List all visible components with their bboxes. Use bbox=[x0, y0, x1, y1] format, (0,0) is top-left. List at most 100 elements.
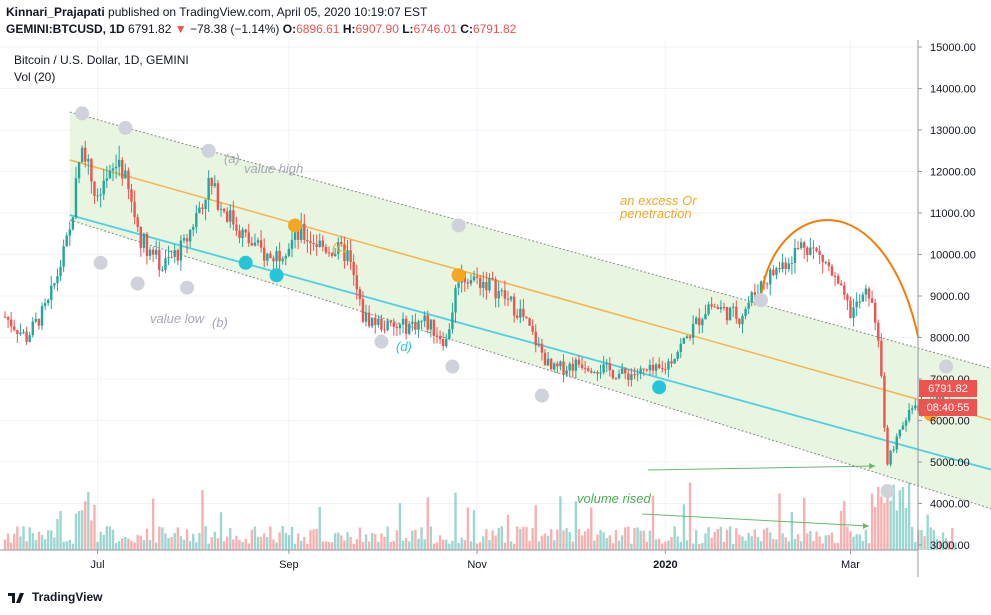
candle bbox=[509, 296, 513, 300]
candle bbox=[312, 242, 315, 245]
candle bbox=[664, 369, 667, 371]
volume-bar bbox=[898, 490, 902, 550]
support-touch-marker[interactable] bbox=[238, 255, 253, 270]
candle bbox=[574, 359, 578, 371]
touch-marker[interactable] bbox=[75, 106, 90, 121]
volume-bar bbox=[873, 507, 877, 550]
candle bbox=[136, 217, 139, 227]
touch-marker[interactable] bbox=[534, 388, 549, 403]
price-tick-label: 14000.00 bbox=[930, 84, 976, 96]
volume-bar bbox=[728, 526, 732, 550]
volume-bar bbox=[40, 535, 44, 550]
volume-bar bbox=[432, 543, 436, 550]
channel-upper-line[interactable] bbox=[69, 111, 991, 398]
volume-bar bbox=[266, 537, 269, 550]
touch-marker[interactable] bbox=[93, 255, 108, 270]
author-name[interactable]: Kinnari_Prajapati bbox=[6, 5, 105, 19]
touch-marker[interactable] bbox=[880, 484, 895, 499]
footer: TradingView bbox=[8, 590, 102, 604]
price-tick-label: 11000.00 bbox=[930, 208, 975, 220]
candle bbox=[164, 258, 167, 270]
candle bbox=[577, 359, 581, 365]
volume-bar bbox=[546, 535, 550, 550]
volume-bar bbox=[556, 529, 559, 550]
channel-lower-line[interactable] bbox=[69, 219, 991, 542]
volume-bar bbox=[43, 539, 47, 550]
symbol-label[interactable]: GEMINI:BTCUSD, 1D bbox=[6, 22, 125, 36]
touch-marker[interactable] bbox=[130, 276, 145, 291]
volume-bar bbox=[812, 540, 815, 550]
candle bbox=[593, 372, 596, 374]
touch-marker[interactable] bbox=[118, 120, 133, 135]
candle bbox=[90, 158, 93, 182]
mid-line-touch-marker[interactable] bbox=[288, 218, 303, 233]
brand-name[interactable]: TradingView bbox=[32, 590, 103, 604]
excess-arc[interactable] bbox=[760, 219, 920, 338]
countdown-tag bbox=[919, 399, 977, 416]
volume-bar bbox=[346, 532, 349, 550]
touch-marker[interactable] bbox=[201, 143, 216, 158]
candle bbox=[327, 252, 331, 254]
volume-bar bbox=[121, 538, 124, 550]
candle bbox=[867, 288, 871, 299]
volume-bar bbox=[479, 541, 482, 550]
touch-marker[interactable] bbox=[374, 334, 389, 349]
volume-bar bbox=[244, 538, 247, 550]
candle bbox=[250, 243, 254, 246]
touch-marker[interactable] bbox=[445, 359, 460, 374]
candle bbox=[682, 338, 686, 344]
candle bbox=[272, 258, 275, 262]
candle bbox=[611, 370, 615, 379]
volume-bar bbox=[167, 537, 170, 550]
mid-line-touch-marker[interactable] bbox=[451, 268, 466, 283]
price-tick-label: 13000.00 bbox=[930, 125, 976, 137]
candle bbox=[685, 336, 689, 339]
volume-bar bbox=[673, 526, 676, 550]
candle bbox=[488, 278, 491, 291]
volume-bar bbox=[176, 527, 179, 550]
candle bbox=[617, 373, 621, 379]
volume-bar bbox=[451, 540, 454, 550]
volume-bar bbox=[914, 542, 917, 550]
candle bbox=[87, 158, 90, 162]
candle bbox=[497, 290, 500, 299]
touch-marker[interactable] bbox=[939, 359, 954, 374]
candle bbox=[568, 363, 571, 371]
volume-bar bbox=[654, 539, 658, 550]
high-label: H: bbox=[342, 22, 356, 36]
candle bbox=[445, 338, 448, 347]
candle bbox=[803, 242, 806, 248]
candle bbox=[892, 449, 895, 451]
candle bbox=[472, 276, 476, 281]
high-value: 6907.90 bbox=[355, 22, 399, 36]
volume-bar bbox=[173, 533, 176, 550]
candle bbox=[479, 277, 482, 288]
price-chart[interactable]: Bitcoin / U.S. Dollar, 1D, GEMINI Vol (2… bbox=[0, 40, 991, 588]
candle bbox=[793, 247, 797, 264]
volume-bar bbox=[920, 530, 923, 550]
volume-bar bbox=[133, 542, 136, 550]
candle bbox=[414, 321, 417, 330]
volume-bar bbox=[630, 543, 633, 550]
candle bbox=[19, 332, 22, 335]
touch-marker[interactable] bbox=[754, 293, 768, 308]
candle bbox=[880, 340, 883, 376]
volume-bar bbox=[188, 541, 192, 550]
low-label: L: bbox=[402, 22, 414, 36]
tradingview-logo-icon[interactable] bbox=[8, 591, 26, 603]
time-axis[interactable]: JulSepNov2020MarMay bbox=[91, 550, 991, 571]
touch-marker[interactable] bbox=[451, 218, 466, 233]
candle bbox=[192, 227, 195, 230]
support-touch-marker[interactable] bbox=[269, 268, 284, 283]
candle bbox=[877, 322, 880, 341]
candle bbox=[9, 319, 13, 327]
candle bbox=[818, 251, 821, 255]
candle bbox=[404, 318, 408, 334]
price-tick-label: 4000.00 bbox=[930, 499, 970, 511]
volume-bar bbox=[318, 506, 321, 550]
volume-bar bbox=[306, 543, 309, 550]
touch-marker[interactable] bbox=[180, 280, 195, 295]
support-touch-marker[interactable] bbox=[652, 380, 667, 395]
time-tick-label: 2020 bbox=[653, 559, 677, 571]
annotation-a: (a) bbox=[224, 151, 240, 166]
